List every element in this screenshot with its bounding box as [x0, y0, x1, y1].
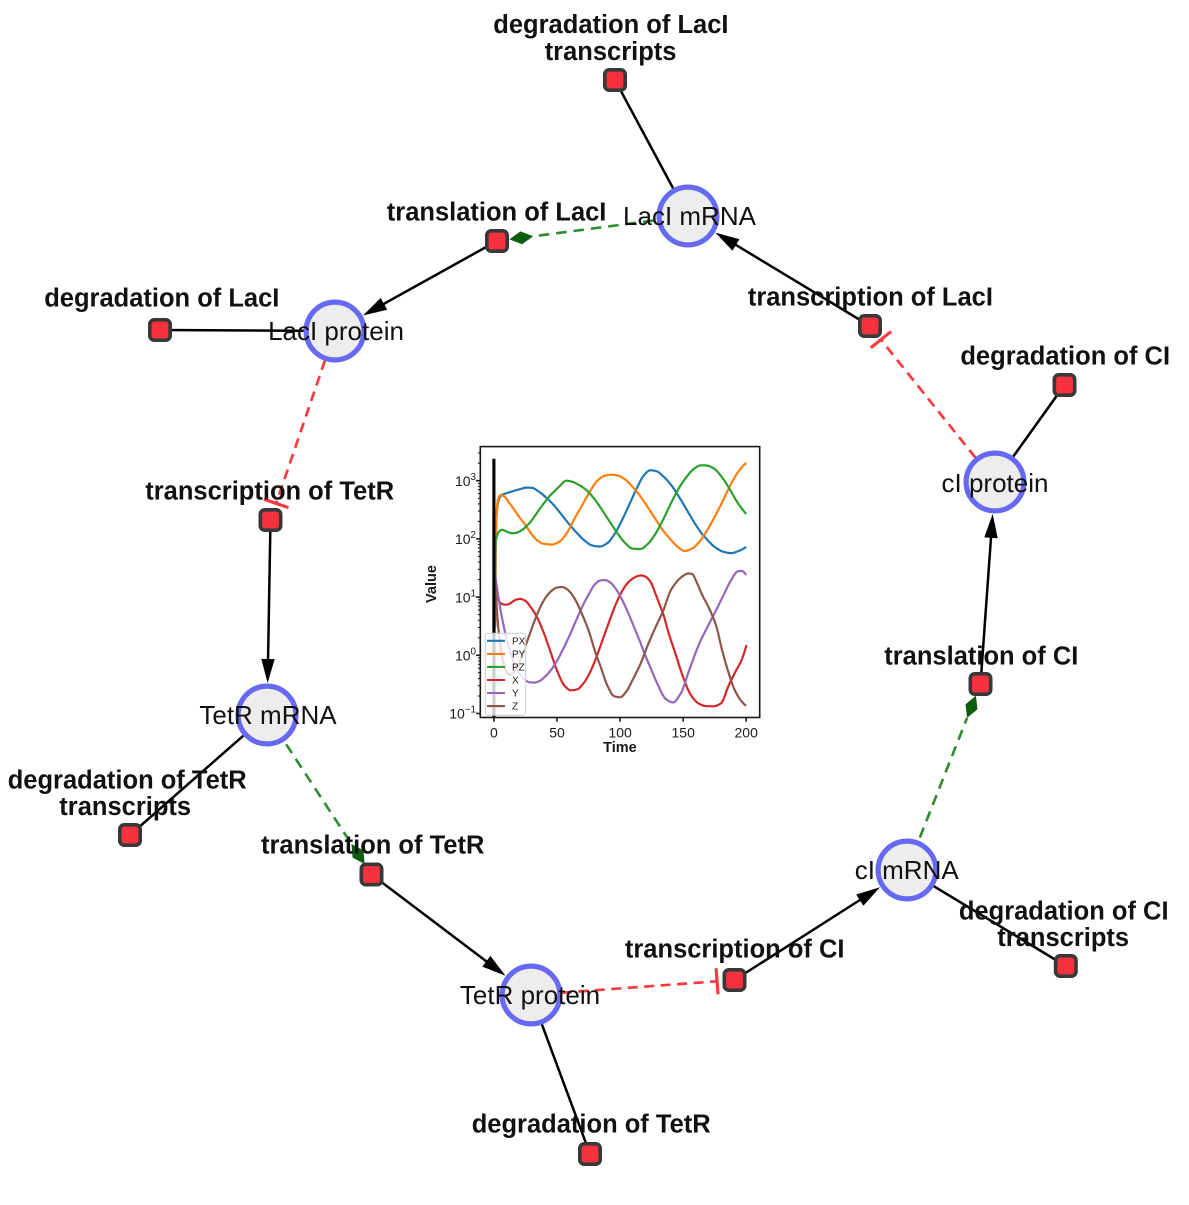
svg-text:degradation of TetR: degradation of TetR [8, 766, 247, 794]
svg-text:transcription of CI: transcription of CI [625, 936, 845, 964]
svg-text:150: 150 [672, 725, 696, 741]
svg-text:cI protein: cI protein [942, 468, 1049, 498]
svg-text:degradation of LacI: degradation of LacI [493, 11, 728, 39]
svg-text:50: 50 [549, 725, 565, 741]
svg-text:Value: Value [424, 565, 440, 603]
svg-text:degradation of CI: degradation of CI [960, 343, 1170, 371]
svg-text:translation of CI: translation of CI [884, 643, 1078, 671]
svg-text:Y: Y [512, 689, 519, 700]
svg-text:PZ: PZ [512, 663, 525, 674]
svg-text:transcription of LacI: transcription of LacI [748, 284, 993, 312]
svg-text:PX: PX [512, 636, 526, 647]
svg-text:translation of TetR: translation of TetR [261, 832, 484, 860]
svg-text:LacI protein: LacI protein [268, 316, 404, 346]
svg-text:100: 100 [608, 725, 632, 741]
svg-text:transcription of TetR: transcription of TetR [145, 478, 394, 506]
svg-text:degradation of LacI: degradation of LacI [44, 285, 279, 313]
svg-text:PY: PY [512, 650, 526, 661]
svg-text:X: X [512, 676, 519, 687]
svg-text:Time: Time [603, 740, 637, 756]
svg-text:degradation of TetR: degradation of TetR [472, 1111, 711, 1139]
svg-text:LacI mRNA: LacI mRNA [623, 201, 757, 231]
svg-text:TetR protein: TetR protein [460, 980, 600, 1010]
svg-text:200: 200 [735, 725, 759, 741]
svg-text:transcripts: transcripts [545, 38, 677, 66]
svg-text:0: 0 [490, 725, 498, 741]
svg-text:transcripts: transcripts [997, 924, 1129, 952]
svg-text:transcripts: transcripts [59, 793, 191, 821]
svg-text:translation of LacI: translation of LacI [387, 199, 607, 227]
svg-text:TetR mRNA: TetR mRNA [199, 700, 337, 730]
svg-text:cI mRNA: cI mRNA [855, 855, 960, 885]
svg-text:degradation of CI: degradation of CI [959, 897, 1169, 925]
svg-text:Z: Z [512, 702, 518, 713]
